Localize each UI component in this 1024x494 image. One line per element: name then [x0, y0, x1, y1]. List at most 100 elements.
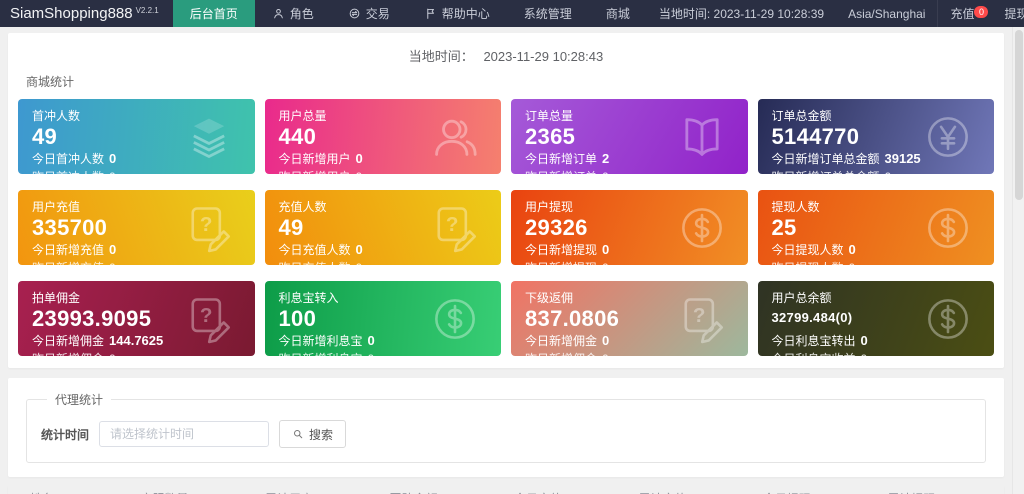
card-title: 用户总余额	[771, 291, 832, 305]
table-column-header: 累计充值	[630, 485, 755, 494]
timezone: Asia/Shanghai	[848, 6, 926, 21]
card-yesterday-label: 昨日充值人数	[279, 261, 351, 265]
brand-name: SiamShopping888	[10, 5, 133, 22]
card-yesterday-value: 0	[602, 261, 609, 265]
card-yesterday-label: 昨日新增佣金	[32, 352, 104, 356]
card-today-value: 0	[355, 151, 363, 167]
table-column-header: 团队余额	[381, 485, 506, 494]
card-today-line: 今日新增订单 2	[525, 150, 734, 167]
card-yesterday-value: 0	[849, 261, 856, 265]
card-yesterday-label: 昨日新增用户	[279, 170, 351, 174]
card-yesterday-line: 昨日新增佣金 0	[525, 350, 734, 356]
card-yesterday-value: 0	[602, 352, 609, 356]
card-today-line: 今日提现人数 0	[772, 241, 981, 258]
current-time-label: 当地时间：	[408, 49, 474, 64]
card-value: 32799.484(0)	[771, 310, 853, 325]
card-title: 拍单佣金	[32, 291, 81, 305]
recharge-nav-item[interactable]: 充值 0	[937, 0, 992, 27]
doc-icon: ?	[676, 293, 728, 345]
card-today-label: 今日新增充值	[32, 243, 105, 258]
card-today-label: 今日新增提现	[525, 243, 598, 258]
card-value: 25	[771, 215, 797, 240]
card-yesterday-line: 昨日新增提现 0	[525, 259, 734, 265]
card-today-label: 今日新增用户	[278, 152, 351, 167]
svg-text:?: ?	[692, 304, 705, 327]
agent-table-panel: 姓名客服数量累计用户团队余额今日充值累计充值今日提现累计提现 scb001000…	[8, 485, 1004, 494]
card-yesterday-line: 昨日新增利息宝 0	[279, 350, 488, 356]
menu-item-label: 系统管理	[523, 7, 572, 21]
menu-item-mall[interactable]: 商城	[589, 0, 647, 27]
card-yesterday-line: 昨日新增用户 0	[279, 168, 488, 174]
card-title: 用户充值	[32, 200, 81, 214]
user-icon	[272, 7, 285, 20]
menu-item-roles[interactable]: 角色	[255, 0, 331, 27]
search-button[interactable]: 搜索	[279, 420, 347, 448]
card-today-value: 0	[109, 242, 117, 258]
page-scrollbar[interactable]	[1012, 27, 1024, 494]
card-today-line: 今日充值人数 0	[279, 241, 488, 258]
card-value: 23993.9095	[32, 306, 152, 331]
card-yesterday-value: 0	[602, 170, 609, 174]
top-navbar: SiamShopping888 V2.2.1 后台首页 角色 交易 帮助中心 系统管理 商…	[0, 0, 1024, 27]
menu-item-label: 角色	[289, 7, 314, 21]
card-value: 5144770	[771, 124, 860, 149]
card-today-line: 今日新增提现 0	[525, 241, 734, 258]
menu-item-trade[interactable]: 交易	[331, 0, 407, 27]
local-time-label: 当地时间:	[658, 7, 711, 21]
card-value: 49	[32, 124, 58, 149]
card-today-label: 今日利息宝转出	[771, 333, 856, 348]
card-today-line: 今日新增用户 0	[279, 150, 488, 167]
search-icon	[292, 428, 304, 440]
card-today-line: 今日新增订单总金额 39125	[772, 150, 981, 167]
navbar-right: 当地时间: 2023-11-29 10:28:39 Asia/Shanghai …	[647, 0, 1024, 27]
withdraw-nav-item[interactable]: 提现 0	[992, 0, 1024, 27]
agent-table: 姓名客服数量累计用户团队余额今日充值累计充值今日提现累计提现 scb001000…	[8, 485, 1004, 494]
card-yesterday-line: 昨日首冲人数 0	[32, 168, 241, 174]
card-value: 49	[278, 215, 304, 240]
card-today-value: 0	[355, 242, 363, 258]
brand-version: V2.2.1	[135, 6, 159, 15]
stats-cards-grid: 首冲人数49今日首冲人数0昨日首冲人数0用户总量440今日新增用户0昨日新增用户…	[8, 99, 1004, 356]
card-yesterday-line: 今日利息宝收益 0	[772, 350, 981, 356]
stats-section-title: 商城统计	[26, 75, 75, 89]
stat-time-label: 统计时间	[41, 427, 90, 442]
menu-item-system[interactable]: 系统管理	[507, 0, 589, 27]
table-header-row: 姓名客服数量累计用户团队余额今日充值累计充值今日提现累计提现	[8, 485, 1004, 494]
stat-time-input[interactable]	[99, 421, 270, 447]
card-yesterday-value: 0	[109, 170, 116, 174]
card-today-label: 今日充值人数	[278, 243, 351, 258]
card-today-value: 0	[860, 332, 868, 348]
card-yesterday-line: 昨日新增佣金 0	[32, 350, 241, 356]
dollar-icon	[922, 293, 974, 345]
flag-icon	[424, 7, 437, 20]
card-yesterday-label: 昨日新增订单	[525, 170, 597, 174]
agent-filter-row: 统计时间 搜索	[41, 420, 971, 448]
current-time: 当地时间： 2023-11-29 10:28:43	[8, 33, 1004, 69]
card-value: 100	[278, 306, 317, 331]
card-yesterday-line: 昨日新增充值 0	[32, 259, 241, 265]
card-today-label: 今日新增佣金	[32, 334, 105, 349]
menu-item-home[interactable]: 后台首页	[172, 0, 255, 27]
menu-item-label: 交易	[365, 7, 390, 21]
card-yesterday-value: 0	[109, 352, 116, 356]
card-today-value: 2	[602, 151, 610, 167]
card-title: 充值人数	[278, 200, 327, 214]
stat-card: 用户总余额 32799.484(0) 今日利息宝转出 0 今日利息宝收益 0	[757, 281, 994, 356]
scrollbar-thumb[interactable]	[1015, 30, 1023, 200]
menu-item-help-center[interactable]: 帮助中心	[407, 0, 507, 27]
card-today-line: 今日新增充值 0	[32, 241, 241, 258]
card-yesterday-value: 0	[356, 170, 363, 174]
card-today-value: 0	[602, 242, 610, 258]
search-button-label: 搜索	[309, 427, 334, 442]
card-yesterday-value: 0	[885, 170, 892, 174]
card-yesterday-value: 0	[368, 352, 375, 356]
card-yesterday-line: 昨日充值人数 0	[279, 259, 488, 265]
card-title: 利息宝转入	[278, 291, 339, 305]
card-today-label: 今日首冲人数	[32, 152, 105, 167]
card-today-line: 今日新增佣金 0	[525, 332, 734, 349]
card-title: 用户提现	[525, 200, 574, 214]
